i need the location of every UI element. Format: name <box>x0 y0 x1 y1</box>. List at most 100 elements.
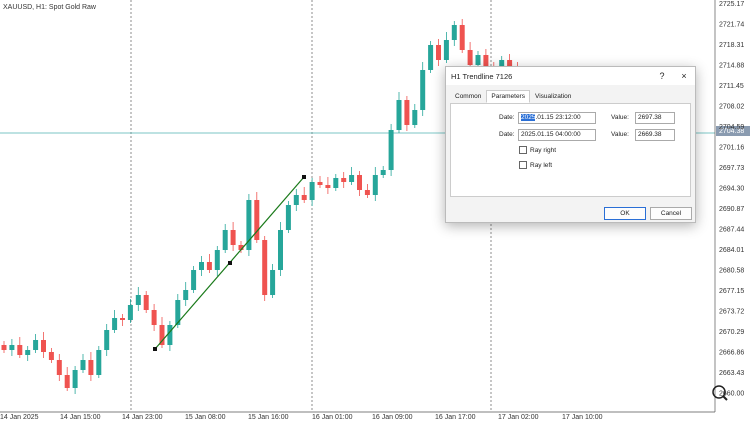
value: 2669.38 <box>638 131 662 138</box>
candle-body <box>206 262 212 270</box>
help-button[interactable]: ? <box>659 71 665 81</box>
value-field[interactable]: 2697.38 <box>635 112 675 124</box>
candle-body <box>380 170 386 175</box>
candle-body <box>1 345 7 350</box>
candle-body <box>72 370 78 388</box>
candle-body <box>507 60 513 70</box>
candle-body <box>262 240 268 295</box>
price-label: 2725.17 <box>719 1 744 8</box>
trendline-handle[interactable] <box>228 261 232 265</box>
candle-body <box>120 318 125 320</box>
candle-body <box>412 110 418 125</box>
candle-body <box>341 178 347 182</box>
tab-active[interactable]: Parameters <box>486 90 530 103</box>
candle-body <box>238 245 244 250</box>
value-label: Value: <box>611 131 629 138</box>
time-label: 17 Jan 02:00 <box>498 414 539 421</box>
price-label: 2694.30 <box>719 185 744 192</box>
candle-body <box>175 300 181 325</box>
value: 2697.38 <box>638 114 662 121</box>
window-title: XAUUSD, H1: Spot Gold Raw <box>3 4 97 11</box>
price-label: 2660.00 <box>719 390 744 397</box>
candle-body <box>270 270 276 295</box>
candle-body <box>222 230 228 250</box>
candle-body <box>41 340 46 352</box>
price-label: 2708.02 <box>719 103 744 110</box>
candle-body <box>167 325 173 345</box>
candle-body <box>33 340 39 350</box>
candle-body <box>88 360 94 375</box>
checkbox-label: Ray left <box>530 161 553 169</box>
candle-body <box>436 45 441 60</box>
candle-body <box>459 25 465 50</box>
date-value: 2025.01.15 04:00:00 <box>521 131 581 138</box>
candle-body <box>25 350 31 355</box>
ok-button[interactable]: OK <box>604 207 646 220</box>
value-label: Value: <box>611 114 629 121</box>
candle-body <box>333 178 339 188</box>
price-label: 2687.44 <box>719 226 744 233</box>
price-label: 2704.59 <box>719 124 744 131</box>
candle-body <box>388 130 394 170</box>
candle-body <box>357 175 362 190</box>
tabs: Common Parameters Visualization <box>446 85 695 103</box>
candle-body <box>143 295 149 310</box>
time-label: 15 Jan 16:00 <box>248 414 289 421</box>
current-price: 2704.38 <box>719 128 744 135</box>
checkbox[interactable]: Ray left <box>519 161 552 169</box>
current-price-box <box>716 126 750 136</box>
price-label: 2701.16 <box>719 144 744 151</box>
price-label: 2697.73 <box>719 165 744 172</box>
candle-body <box>420 70 426 110</box>
candle-body <box>183 290 189 300</box>
candle-body <box>191 270 197 290</box>
candle-body <box>317 182 323 185</box>
time-label: 17 Jan 10:00 <box>562 414 603 421</box>
tab[interactable]: Common <box>455 93 482 100</box>
tab[interactable]: Visualization <box>534 93 572 100</box>
price-label: 2690.87 <box>719 206 744 213</box>
date-label: Date: <box>499 114 515 121</box>
time-label: 14 Jan 2025 <box>0 414 39 421</box>
date-field[interactable]: 2025.01.15 23:12:00 <box>518 112 596 124</box>
dialog: H1 Trendline 7126 ? × Common Parameters … <box>445 66 696 223</box>
price-label: 2670.29 <box>719 329 744 336</box>
time-label: 16 Jan 09:00 <box>372 414 413 421</box>
candle-body <box>293 195 299 205</box>
candle-body <box>309 182 315 200</box>
candle-body <box>285 205 291 230</box>
candle-body <box>428 45 434 70</box>
candle-body <box>475 55 481 65</box>
zoom-icon[interactable] <box>712 385 726 399</box>
candle-body <box>404 100 410 125</box>
candle-body <box>17 345 23 355</box>
cancel-button[interactable]: Cancel <box>650 207 692 220</box>
candle-body <box>467 50 473 65</box>
trendline-handle[interactable] <box>302 175 306 179</box>
date-value: .01.15 23:12:00 <box>535 114 581 121</box>
candle-body <box>254 200 260 240</box>
candle-body <box>301 195 307 200</box>
price-label: 2714.88 <box>719 62 744 69</box>
date-label: Date: <box>499 131 515 138</box>
price-label: 2673.72 <box>719 308 744 315</box>
close-button[interactable]: × <box>681 71 687 81</box>
checkbox[interactable]: Ray right <box>519 146 556 154</box>
trendline-handle[interactable] <box>153 347 157 351</box>
date-field[interactable]: 2025.01.15 04:00:00 <box>518 129 596 141</box>
candle-body <box>159 325 165 345</box>
candle-body <box>372 175 378 195</box>
price-label: 2718.31 <box>719 42 744 49</box>
candle-body <box>64 375 70 388</box>
candle-body <box>451 25 457 40</box>
candle-body <box>9 345 15 350</box>
candle-body <box>104 330 110 350</box>
value-field[interactable]: 2669.38 <box>635 129 675 141</box>
candle-body <box>199 262 204 270</box>
candle-body <box>48 352 54 360</box>
candle-body <box>80 360 86 370</box>
time-label: 14 Jan 15:00 <box>60 414 101 421</box>
tab-pane: Date: 2025.01.15 23:12:00 Value: 2697.38… <box>450 103 691 197</box>
